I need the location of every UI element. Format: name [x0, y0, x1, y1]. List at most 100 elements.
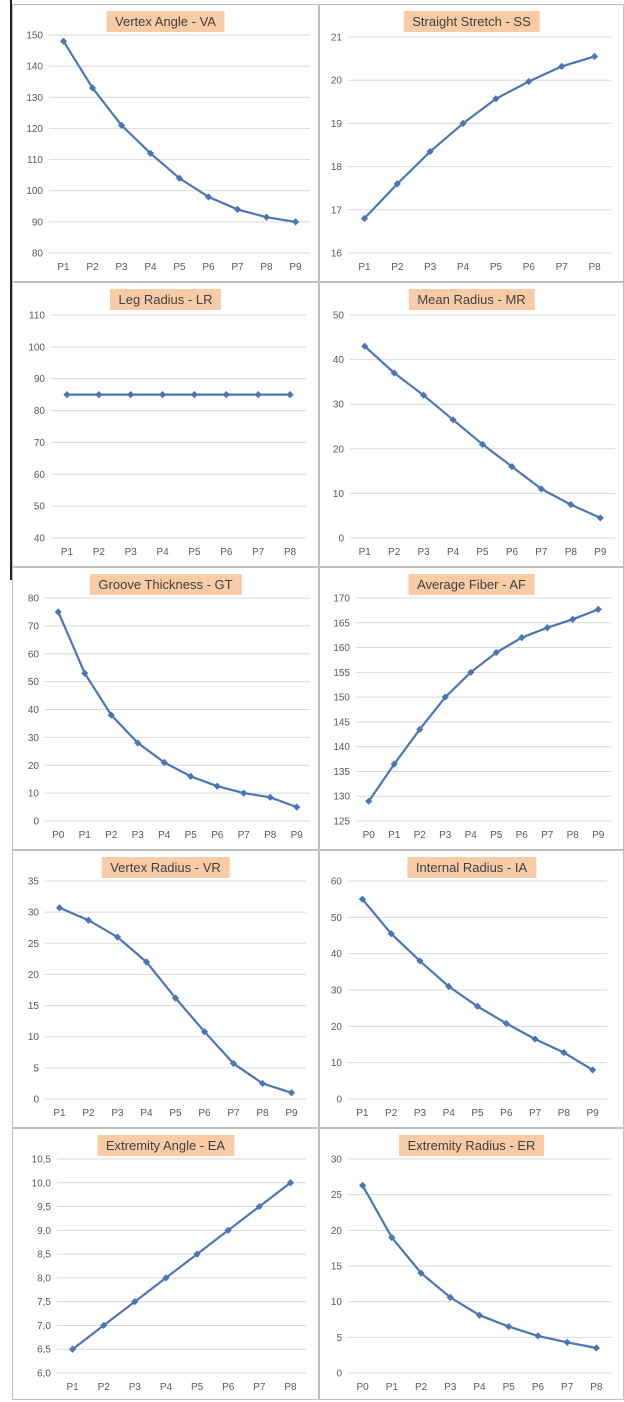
x-tick-label: P8 [567, 830, 580, 841]
y-tick-label: 125 [333, 817, 350, 828]
y-tick-label: 60 [331, 877, 343, 888]
x-tick-label: P6 [506, 547, 519, 558]
y-tick-label: 50 [34, 502, 46, 513]
y-tick-label: 70 [34, 438, 46, 449]
x-tick-label: P1 [388, 830, 401, 841]
x-tick-label: P2 [391, 262, 404, 273]
y-tick-label: 140 [26, 62, 43, 73]
data-point [258, 1079, 267, 1088]
y-tick-label: 20 [28, 970, 40, 981]
x-tick-label: P3 [115, 262, 128, 273]
x-tick-label: P9 [289, 262, 302, 273]
x-tick-label: P1 [53, 1108, 66, 1119]
x-tick-label: P9 [285, 1108, 298, 1119]
y-tick-label: 30 [28, 733, 40, 744]
y-tick-label: 80 [34, 406, 46, 417]
chart-svg: 0 5 10 15 20 25 30 35 P1 P2 P3 P4 P5 P6 P7 P8 P9 [28, 877, 306, 1119]
y-tick-label: 25 [331, 1190, 343, 1201]
x-tick-label: P6 [222, 1382, 235, 1393]
y-tick-label: 15 [331, 1262, 343, 1273]
y-tick-label: 40 [333, 355, 345, 366]
x-tick-label: P1 [61, 547, 74, 558]
x-tick-label: P5 [185, 830, 198, 841]
data-point [475, 1311, 484, 1319]
x-tick-label: P6 [211, 830, 224, 841]
y-tick-label: 30 [331, 1155, 343, 1166]
chart-panel-2: 16 17 18 19 20 21 P1 P2 P3 P4 P5 P6 P7 P8 Straight Str… [319, 4, 624, 282]
chart-panel-7: 0 5 10 15 20 25 30 35 P1 P2 P3 P4 P5 P6 P7 P8 P9 Vertex R… [12, 850, 319, 1128]
data-point [229, 1059, 238, 1068]
chart-title: Straight Stretch - SS [403, 11, 540, 32]
chart-svg: 80 90 100 110 120 130 140 150 P1 P2 P3 P4 P5 P6 P7 P8 P9 [26, 31, 310, 273]
x-tick-label: P5 [503, 1382, 516, 1393]
data-point [213, 782, 221, 790]
data-point [240, 789, 248, 797]
y-tick-label: 100 [26, 186, 43, 197]
data-point [204, 193, 213, 201]
chart-svg: 0 10 20 30 40 50 60 70 80 P0 P1 P2 P3 P4 P5 P6 P7 P8 P9 [28, 594, 310, 841]
x-tick-label: P1 [358, 262, 371, 273]
y-tick-label: 10 [333, 489, 345, 500]
y-tick-label: 160 [333, 643, 350, 654]
x-tick-label: P4 [160, 1382, 173, 1393]
chart-panel-10: 0 5 10 15 20 25 30 P0 P1 P2 P3 P4 P5 P6 P7 P8 Extremity … [319, 1128, 624, 1400]
data-point [95, 391, 103, 399]
data-point [286, 391, 294, 399]
y-tick-label: 8,0 [37, 1273, 51, 1284]
x-tick-label: P2 [415, 1382, 428, 1393]
y-tick-label: 5 [33, 1063, 39, 1074]
chart-title: Extremity Radius - ER [398, 1135, 545, 1156]
chart-svg: 0 10 20 30 40 50 P1 P2 P3 P4 P5 P6 P7 P8 P9 [333, 311, 615, 558]
x-tick-label: P3 [132, 830, 145, 841]
y-tick-label: 6,0 [37, 1369, 51, 1380]
y-tick-label: 165 [333, 618, 350, 629]
x-tick-label: P2 [82, 1108, 95, 1119]
chart-title: Groove Thickness - GT [89, 574, 242, 595]
data-point [361, 342, 369, 350]
x-tick-label: P8 [284, 547, 297, 558]
x-tick-label: P5 [476, 547, 489, 558]
y-tick-label: 21 [331, 33, 343, 44]
data-point [502, 1019, 510, 1028]
y-tick-label: 25 [28, 939, 40, 950]
y-tick-label: 0 [33, 1095, 39, 1106]
x-tick-label: P6 [516, 830, 529, 841]
y-tick-label: 35 [28, 877, 40, 888]
data-point [175, 174, 184, 182]
data-point [393, 180, 401, 188]
x-tick-label: P1 [356, 1108, 369, 1119]
chart-svg: 125 130 135 140 145 150 155 160 165 170 P0 P1 P2 P3 P4… [333, 594, 611, 841]
y-tick-label: 40 [331, 949, 343, 960]
y-tick-label: 150 [26, 31, 43, 42]
data-point [254, 391, 262, 399]
y-tick-label: 70 [28, 621, 40, 632]
x-tick-label: P9 [586, 1108, 599, 1119]
y-tick-label: 90 [34, 374, 46, 385]
x-tick-label: P6 [202, 262, 215, 273]
data-point [563, 1338, 571, 1346]
data-point [543, 624, 551, 632]
y-tick-label: 10,0 [32, 1178, 52, 1189]
x-tick-label: P4 [144, 262, 157, 273]
y-tick-label: 60 [34, 470, 46, 481]
chart-panel-6: 125 130 135 140 145 150 155 160 165 170 P0 P1 P2 P3 P4… [319, 567, 624, 850]
y-tick-label: 10 [28, 1032, 40, 1043]
y-tick-label: 40 [28, 705, 40, 716]
x-tick-label: P5 [471, 1108, 484, 1119]
x-tick-label: P4 [465, 830, 478, 841]
x-tick-label: P4 [158, 830, 171, 841]
x-tick-label: P7 [535, 547, 548, 558]
data-point [222, 391, 230, 399]
y-tick-label: 17 [331, 205, 343, 216]
y-tick-label: 0 [336, 1095, 342, 1106]
y-tick-label: 15 [28, 1001, 40, 1012]
x-tick-label: P1 [386, 1382, 399, 1393]
data-point [291, 218, 300, 226]
data-point [531, 1035, 539, 1043]
chart-panel-1: 80 90 100 110 120 130 140 150 P1 P2 P3 P4 P5 P6 P7 P8 P9… [12, 4, 319, 282]
data-point [365, 797, 373, 805]
data-point [131, 1298, 139, 1306]
x-tick-label: P7 [541, 830, 554, 841]
x-tick-label: P4 [457, 262, 470, 273]
data-point [596, 514, 604, 522]
